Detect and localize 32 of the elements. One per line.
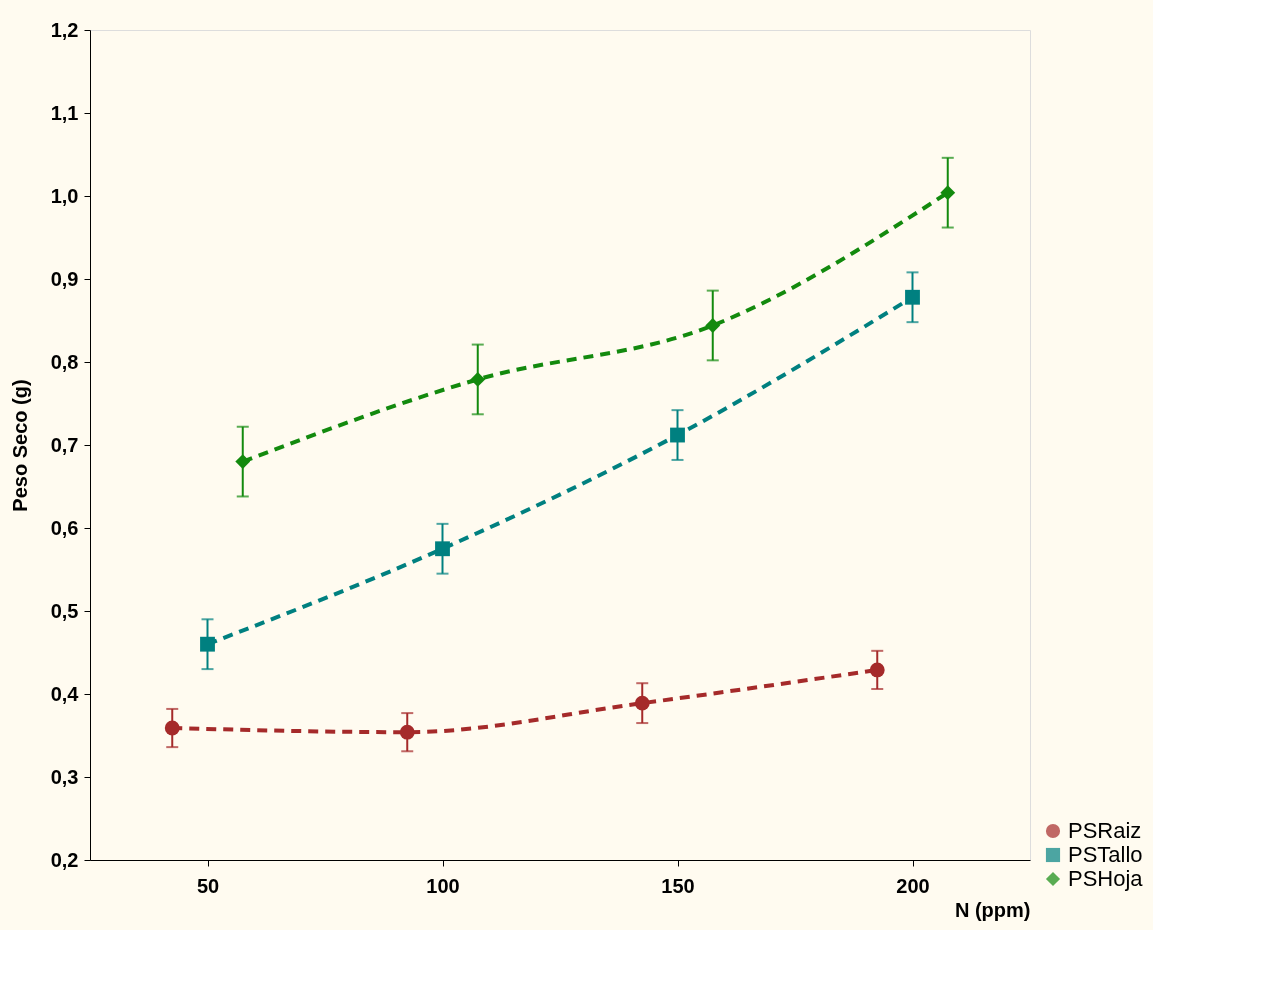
legend-label: PSRaiz	[1068, 818, 1142, 843]
x-tick-label: 100	[426, 874, 460, 897]
x-tick-label: 50	[196, 874, 220, 897]
y-tick-label: 0,2	[50, 848, 79, 871]
point	[235, 454, 251, 470]
point	[705, 318, 721, 333]
point	[470, 372, 486, 387]
point	[940, 185, 956, 201]
y-tick-label: 0,7	[50, 433, 79, 456]
point	[634, 695, 650, 711]
x-axis-title: N (ppm)	[954, 898, 1031, 921]
point	[200, 636, 215, 652]
point	[164, 720, 180, 736]
y-axis-title: Peso Seco (g)	[8, 379, 31, 512]
legend-label: PSTallo	[1068, 842, 1143, 867]
y-tick-label: 0,9	[50, 267, 79, 290]
x-tick-label: 200	[896, 874, 930, 897]
y-tick-label: 0,8	[50, 350, 79, 373]
point	[905, 289, 920, 305]
point	[435, 541, 450, 557]
y-tick-label: 1,0	[50, 184, 79, 207]
y-tick-label: 0,5	[50, 599, 79, 622]
legend-label: PSHoja	[1068, 866, 1144, 891]
point	[670, 427, 685, 443]
y-tick-label: 0,3	[50, 765, 79, 788]
y-tick-label: 1,2	[50, 18, 79, 41]
y-tick-label: 0,6	[50, 516, 79, 539]
point	[399, 724, 415, 740]
x-tick-label: 150	[661, 874, 695, 897]
point	[869, 662, 885, 678]
y-tick-label: 1,1	[50, 101, 79, 124]
y-tick-label: 0,4	[50, 682, 80, 705]
